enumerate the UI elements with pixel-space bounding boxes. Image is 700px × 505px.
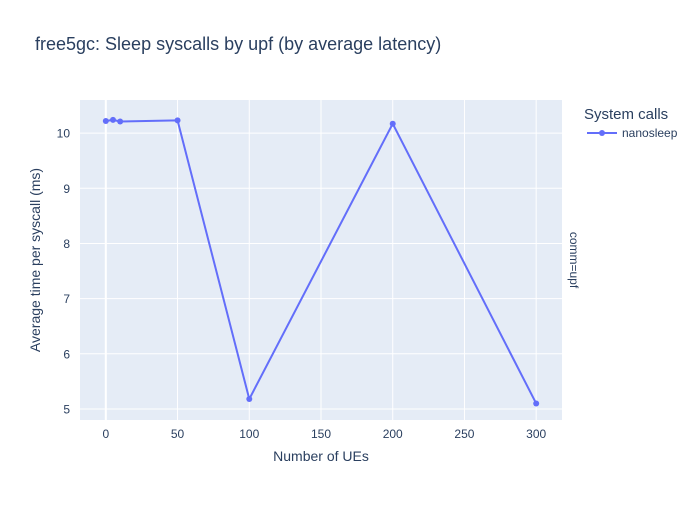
x-tick-label: 50: [171, 427, 185, 441]
y-axis-label: Average time per syscall (ms): [27, 168, 43, 352]
y-tick-labels: 5 6 7 8 9 10: [57, 127, 71, 417]
x-tick-label: 150: [311, 427, 331, 441]
chart-title: free5gc: Sleep syscalls by upf (by avera…: [35, 34, 441, 54]
x-tick-label: 0: [102, 427, 109, 441]
data-point: [117, 118, 124, 125]
data-point: [102, 117, 109, 124]
y-tick-label: 9: [63, 182, 70, 196]
legend-title: System calls: [584, 106, 668, 123]
x-tick-label: 300: [526, 427, 546, 441]
x-tick-label: 100: [239, 427, 259, 441]
legend: System calls nanosleep: [584, 106, 678, 140]
data-point: [533, 400, 540, 407]
legend-item-label: nanosleep: [622, 126, 678, 140]
data-point: [389, 120, 396, 127]
data-point: [109, 116, 116, 123]
x-tick-labels: 0 50 100 150 200 250 300: [102, 427, 546, 441]
facet-label: comm=upf: [567, 232, 581, 289]
data-point: [174, 117, 181, 124]
legend-marker: [599, 130, 605, 136]
y-tick-label: 7: [63, 292, 70, 306]
x-tick-label: 250: [454, 427, 474, 441]
series-layer: [102, 116, 540, 407]
data-point: [246, 396, 253, 403]
legend-items: nanosleep: [587, 126, 678, 140]
x-gridlines: [177, 100, 537, 420]
y-tick-label: 6: [63, 347, 70, 361]
y-tick-label: 8: [63, 237, 70, 251]
x-axis-label: Number of UEs: [273, 448, 369, 464]
x-tick-label: 200: [383, 427, 403, 441]
y-tick-label: 10: [57, 127, 71, 141]
y-tick-label: 5: [63, 402, 70, 416]
